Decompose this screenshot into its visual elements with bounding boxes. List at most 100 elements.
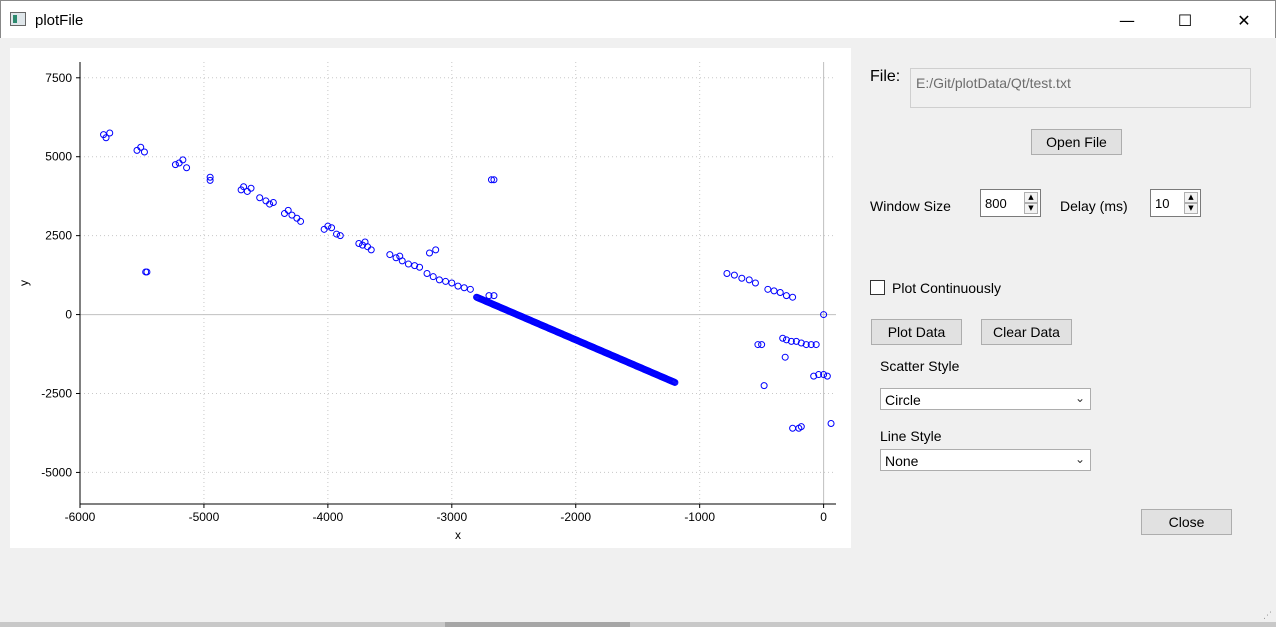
data-point [206,173,214,181]
scrollbar-thumb[interactable] [445,622,630,627]
file-path-field[interactable]: E:/Git/plotData/Qt/test.txt [910,68,1251,108]
data-point [179,156,187,164]
clear-data-button[interactable]: Clear Data [981,319,1072,345]
data-point [324,222,332,230]
data-point [490,176,498,184]
data-point [288,211,296,219]
data-point [328,224,336,232]
data-point [751,279,759,287]
y-tick-label: 7500 [45,71,72,85]
data-point [416,263,424,271]
data-point [386,251,394,259]
data-point [284,206,292,214]
data-point [802,341,810,349]
chevron-down-icon: ⌄ [1074,452,1085,466]
line-style-value: None [885,453,919,469]
data-point [754,341,762,349]
data-point [355,240,363,248]
horizontal-scrollbar[interactable] [0,622,1276,627]
spin-down-icon[interactable]: ▼ [1184,203,1198,214]
data-point [448,279,456,287]
data-point [140,148,148,156]
data-point [789,424,797,432]
data-point [787,337,795,345]
delay-value: 10 [1155,196,1170,211]
data-point [723,270,731,278]
window-size-value: 800 [985,196,1007,211]
data-point [820,311,828,319]
resize-grip-icon[interactable]: ⋰ [1263,611,1272,621]
data-point [789,293,797,301]
data-point [779,334,787,342]
window-size-spinbox[interactable]: 800 ▲ ▼ [980,189,1041,217]
data-point [297,217,305,225]
data-point [256,194,264,202]
x-tick-label: -4000 [313,510,344,524]
data-point [143,268,151,276]
data-point [175,159,183,167]
y-tick-label: 5000 [45,150,72,164]
data-point [490,292,498,300]
file-label: File: [870,68,901,85]
data-point [671,378,679,386]
y-tick-label: -2500 [41,387,72,401]
data-point [760,382,768,390]
data-point [827,419,835,427]
data-point [730,271,738,279]
data-point [336,232,344,240]
app-icon [10,12,26,26]
data-point [320,225,328,233]
data-point [738,274,746,282]
window-size-label: Window Size [870,198,951,214]
data-point [425,249,433,257]
delay-label: Delay (ms) [1060,198,1128,214]
open-file-button[interactable]: Open File [1031,129,1122,155]
close-window-button[interactable]: ✕ [1237,10,1251,30]
spin-up-icon[interactable]: ▲ [1024,192,1038,203]
data-point [485,292,493,300]
data-point [466,285,474,293]
title-bar: plotFile — ☐ ✕ [0,0,1276,38]
plot-continuously-checkbox[interactable] [870,280,885,295]
data-point [812,341,820,349]
data-point [243,187,251,195]
spin-up-icon[interactable]: ▲ [1184,192,1198,203]
line-style-label: Line Style [880,428,942,444]
data-point [823,372,831,380]
data-point [367,246,375,254]
x-tick-label: -3000 [436,510,467,524]
data-point [262,197,270,205]
plot-continuously-label[interactable]: Plot Continuously [892,280,1001,296]
data-point [171,161,179,169]
minimize-button[interactable]: — [1119,10,1135,30]
data-point [269,198,277,206]
x-tick-label: -5000 [189,510,220,524]
maximize-button[interactable]: ☐ [1177,10,1193,30]
data-point [423,270,431,278]
data-point [810,372,818,380]
data-point [404,260,412,268]
data-point [240,183,248,191]
data-point [764,285,772,293]
plot-area[interactable]: -6000 -5000 -4000 -3000 -2000 -1000 0 -5000 -250… [10,48,851,548]
data-point [782,336,790,344]
data-point [797,339,805,347]
data-point [770,287,778,295]
scatter-style-select[interactable]: Circle ⌄ [880,388,1091,410]
data-point [454,282,462,290]
spin-down-icon[interactable]: ▼ [1024,203,1038,214]
data-point [792,337,800,345]
data-point [266,200,274,208]
delay-spinbox[interactable]: 10 ▲ ▼ [1150,189,1201,217]
data-point [293,214,301,222]
data-point [432,246,440,254]
data-point [460,284,468,292]
data-point [758,341,766,349]
close-button[interactable]: Close [1141,509,1232,535]
data-point [487,176,495,184]
plot-data-button[interactable]: Plot Data [871,319,962,345]
y-tick-label: 2500 [45,229,72,243]
data-point [102,134,110,142]
data-point [411,262,419,270]
line-style-select[interactable]: None ⌄ [880,449,1091,471]
